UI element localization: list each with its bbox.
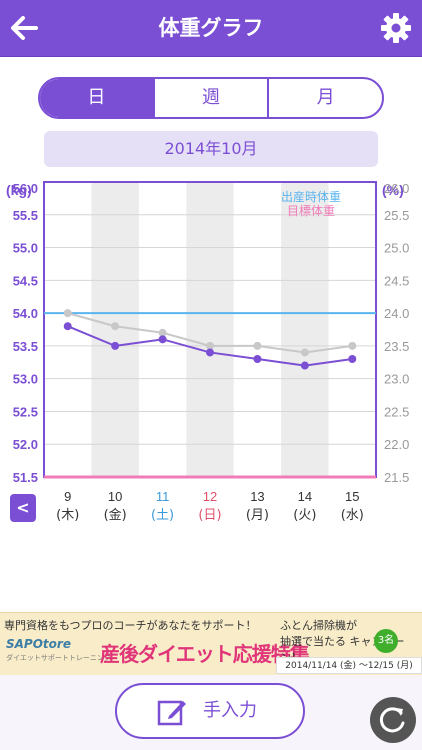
right-tick-label: 25.5: [384, 208, 409, 223]
right-axis-unit: (%): [382, 182, 404, 198]
gear-icon: [381, 13, 411, 43]
left-tick-label: 55.0: [13, 241, 38, 256]
banner-campaign-line1: ふとん掃除機が: [280, 619, 357, 632]
body-fat-point: [206, 341, 214, 350]
prev-week-button[interactable]: <: [10, 494, 36, 522]
weight-point: [300, 361, 309, 370]
banner-logo: SAPOtore: [6, 637, 71, 651]
weight-point: [63, 322, 72, 331]
refresh-icon: [379, 707, 405, 733]
month-label: 2014年10月: [44, 131, 378, 167]
x-tick-date: 11: [156, 489, 170, 504]
right-tick-label: 26.0: [384, 181, 409, 196]
settings-button[interactable]: [380, 12, 412, 44]
weight-point: [158, 335, 167, 344]
arrow-left-icon: [11, 16, 38, 40]
banner-headline: 産後ダイエット応援特集: [100, 642, 310, 666]
chevron-left-icon: <: [16, 498, 30, 517]
right-tick-label: 24.0: [384, 306, 409, 321]
left-axis-unit: (kg): [6, 182, 32, 198]
back-button[interactable]: [6, 10, 44, 46]
x-tick-weekday: (木): [56, 508, 79, 523]
weight-point: [348, 355, 357, 363]
period-tabs: 日 週 月: [38, 77, 384, 119]
app-header: 体重グラフ: [0, 0, 422, 57]
body-fat-point: [111, 322, 120, 331]
weight-point: [111, 341, 120, 350]
right-tick-label: 23.5: [384, 339, 409, 354]
manual-input-label: 手入力: [203, 700, 257, 721]
banner-top-text: 専門資格をもつプロのコーチがあなたをサポート！: [4, 619, 257, 632]
right-tick-label: 24.5: [384, 273, 409, 288]
x-tick-weekday: (日): [198, 508, 221, 523]
x-tick-date: 14: [298, 489, 312, 504]
x-tick-date: 9: [64, 489, 71, 504]
left-tick-label: 52.5: [13, 404, 38, 419]
body-fat-point: [300, 348, 309, 357]
x-tick-date: 13: [250, 489, 264, 504]
left-tick-label: 54.5: [13, 273, 38, 288]
x-tick-weekday: (火): [293, 508, 316, 523]
body-fat-point: [253, 341, 262, 350]
tab-day[interactable]: 日: [40, 79, 153, 117]
body-fat-point: [63, 309, 72, 318]
weight-chart: (kg) (%) 56.0 26.0 55.5 25.5 55.0 25.0 54.5 24.5 5…: [6, 181, 409, 523]
legend-birth-weight: 出産時体重: [281, 189, 341, 204]
right-tick-label: 21.5: [384, 470, 409, 485]
tab-month[interactable]: 月: [267, 79, 382, 117]
left-tick-label: 53.5: [13, 339, 38, 354]
banner-logo-sub: ダイエットサポートトレーニング: [6, 654, 111, 662]
legend-target-weight: 目標体重: [287, 204, 335, 218]
x-tick-date: 10: [108, 489, 122, 504]
day-column-shade: [186, 182, 234, 477]
manual-input-button[interactable]: 手入力: [115, 683, 305, 739]
x-tick-date: 12: [203, 489, 217, 504]
page-title: 体重グラフ: [158, 16, 264, 40]
x-tick-weekday: (金): [104, 507, 127, 523]
banner-date-range: 2014/11/14 (金) 〜12/15 (月): [276, 657, 422, 674]
left-tick-label: 54.0: [13, 306, 38, 321]
left-tick-label: 55.5: [13, 208, 38, 223]
bottom-bar: 手入力: [0, 675, 422, 750]
right-tick-label: 25.0: [384, 241, 409, 256]
x-tick-date: 15: [345, 489, 359, 504]
left-tick-label: 56.0: [13, 181, 38, 196]
day-column-shade: [281, 182, 329, 477]
x-tick-weekday: (月): [246, 508, 269, 523]
right-tick-label: 23.0: [384, 372, 409, 387]
weight-point: [253, 355, 262, 363]
x-tick-weekday: (水): [341, 508, 364, 523]
banner-badge: 3名: [374, 629, 398, 653]
refresh-button[interactable]: [370, 697, 416, 743]
body-fat-point: [158, 328, 167, 337]
left-tick-label: 53.0: [13, 372, 38, 387]
tab-week[interactable]: 週: [152, 79, 268, 117]
left-tick-label: 51.5: [13, 470, 38, 485]
pencil-icon: [157, 700, 186, 726]
left-tick-label: 52.0: [13, 437, 38, 452]
right-tick-label: 22.5: [384, 404, 409, 419]
right-tick-label: 22.0: [384, 437, 409, 452]
body-fat-point: [348, 341, 357, 350]
weight-point: [206, 348, 214, 357]
x-tick-weekday: (土): [151, 508, 174, 523]
ad-banner[interactable]: 専門資格をもつプロのコーチがあなたをサポート！ SAPOtore ダイエットサポ…: [0, 612, 422, 676]
